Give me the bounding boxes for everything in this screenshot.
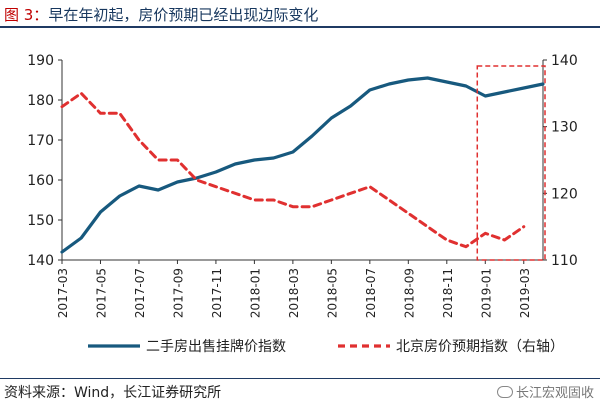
y-left-tick-label: 150 xyxy=(27,213,54,229)
series-2-point xyxy=(523,225,525,227)
series-1-point xyxy=(330,117,332,119)
series-1-point xyxy=(138,185,140,187)
series-2-point xyxy=(292,205,294,207)
x-tick-label: 2017-05 xyxy=(94,268,108,318)
series-1-point xyxy=(119,195,121,197)
x-tick-label: 2019-01 xyxy=(479,268,493,318)
series-2-point xyxy=(61,105,63,107)
series-1-point xyxy=(407,79,409,81)
series-2-point xyxy=(330,199,332,201)
series-1-point xyxy=(176,181,178,183)
series-1-point xyxy=(388,83,390,85)
watermark: 长江宏观固收 xyxy=(496,382,594,401)
series-1-point xyxy=(61,251,63,253)
series-1-point xyxy=(503,91,505,93)
series-2-point xyxy=(176,159,178,161)
series-2-point xyxy=(253,199,255,201)
legend: 二手房出售挂牌价指数 北京房价预期指数（右轴） xyxy=(88,338,564,355)
figure-title: 图 3：早在年初起，房价预期已经出现边际变化 xyxy=(4,4,318,25)
series-2-point xyxy=(388,199,390,201)
series-2-point xyxy=(369,185,371,187)
series-1-point xyxy=(523,87,525,89)
legend-label-2: 北京房价预期指数（右轴） xyxy=(396,339,564,355)
y-left-tick-label: 170 xyxy=(27,133,54,149)
series-layer xyxy=(60,76,545,254)
series-2-point xyxy=(272,199,274,201)
series-2-point xyxy=(195,179,197,181)
figure-title-text: 早在年初起，房价预期已经出现边际变化 xyxy=(48,6,319,24)
series-line-2 xyxy=(60,91,526,249)
series-1-point xyxy=(369,89,371,91)
y-left-tick-label: 180 xyxy=(27,93,54,109)
series-2-point xyxy=(215,185,217,187)
series-1-point xyxy=(215,171,217,173)
series-1-point xyxy=(484,95,486,97)
y-left-tick-label: 190 xyxy=(27,53,54,69)
x-tick-label: 2018-09 xyxy=(402,268,416,318)
y-right-tick-label: 120 xyxy=(551,186,578,202)
annotation-layer xyxy=(476,65,546,261)
x-tick-label: 2018-11 xyxy=(441,268,455,318)
y-right-tick-label: 130 xyxy=(551,120,578,136)
series-2-point xyxy=(349,192,351,194)
series-2-point xyxy=(407,212,409,214)
x-tick-label: 2018-05 xyxy=(325,268,339,318)
series-1-point xyxy=(292,151,294,153)
series-2-point xyxy=(446,239,448,241)
y-left-tick-label: 140 xyxy=(27,253,54,269)
series-2-point xyxy=(311,205,313,207)
series-2-point xyxy=(157,159,159,161)
series-1-point xyxy=(234,163,236,165)
wechat-icon xyxy=(496,385,513,398)
y-right-tick-label: 140 xyxy=(551,53,578,69)
series-1-point xyxy=(311,135,313,137)
series-1-point xyxy=(157,189,159,191)
series-1-point xyxy=(542,83,544,85)
series-2-point xyxy=(426,225,428,227)
series-1-point xyxy=(99,211,101,213)
source-note: 资料来源：Wind，长江证券研究所 xyxy=(4,385,222,401)
x-tick-label: 2018-03 xyxy=(287,268,301,318)
y-right-tick-label: 110 xyxy=(551,253,578,269)
series-1-point xyxy=(465,85,467,87)
series-1-point xyxy=(426,77,428,79)
bottom-rule xyxy=(0,378,600,379)
series-2-point xyxy=(484,232,486,234)
series-2-point xyxy=(138,139,140,141)
x-tick-label: 2017-03 xyxy=(56,268,70,318)
x-tick-label: 2017-07 xyxy=(133,268,147,318)
figure-label: 图 3： xyxy=(4,6,49,24)
series-2-point xyxy=(503,239,505,241)
series-line-1 xyxy=(60,76,545,254)
series-2-point xyxy=(234,192,236,194)
series-1-point xyxy=(272,157,274,159)
x-tick-label: 2017-09 xyxy=(171,268,185,318)
watermark-text: 长江宏观固收 xyxy=(515,386,594,401)
series-2-point xyxy=(119,112,121,114)
legend-label-1: 二手房出售挂牌价指数 xyxy=(146,338,286,355)
title-rule xyxy=(0,26,600,28)
highlight-box xyxy=(476,65,546,261)
x-tick-label: 2018-07 xyxy=(364,268,378,318)
series-2-point xyxy=(465,245,467,247)
series-2-point xyxy=(99,112,101,114)
series-1-point xyxy=(80,237,82,239)
series-1-point xyxy=(253,159,255,161)
y-left-tick-label: 160 xyxy=(27,173,54,189)
x-tick-label: 2017-11 xyxy=(210,268,224,318)
series-2-point xyxy=(80,92,82,94)
series-1-point xyxy=(446,81,448,83)
x-tick-label: 2018-01 xyxy=(248,268,262,318)
series-1-point xyxy=(349,105,351,107)
x-tick-label: 2019-03 xyxy=(518,268,532,318)
